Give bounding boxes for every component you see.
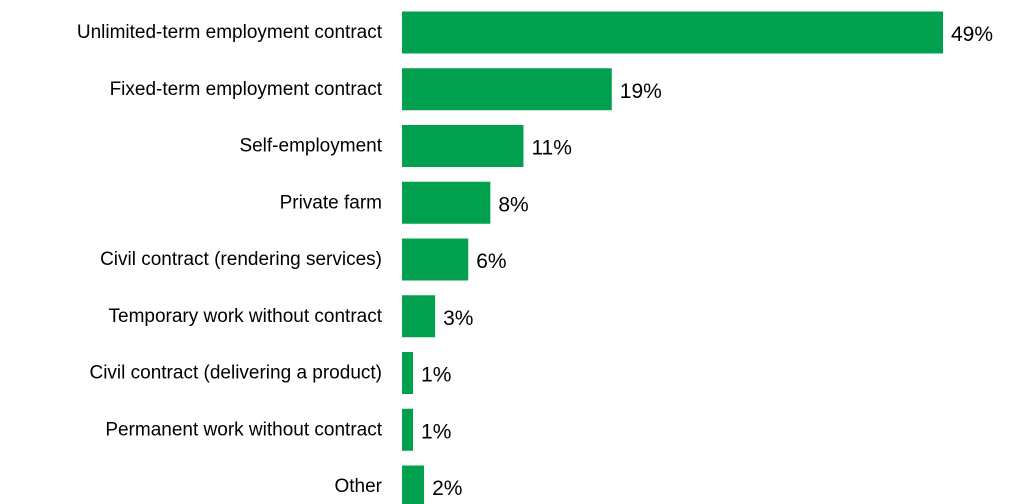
category-labels: Unlimited-term employment contract Fixed-… bbox=[77, 22, 383, 497]
bar bbox=[402, 125, 524, 167]
bar bbox=[402, 68, 612, 111]
bar bbox=[402, 11, 943, 54]
category-label: Other bbox=[334, 476, 382, 497]
category-label: Unlimited-term employment contract bbox=[77, 22, 383, 43]
bar bbox=[402, 352, 414, 394]
category-label: Civil contract (rendering services) bbox=[100, 249, 382, 270]
category-label: Temporary work without contract bbox=[109, 306, 383, 327]
category-label: Civil contract (delivering a product) bbox=[89, 363, 382, 384]
bar bbox=[402, 465, 425, 504]
value-label: 1% bbox=[421, 420, 451, 443]
value-label: 8% bbox=[498, 193, 528, 216]
bars bbox=[402, 11, 943, 504]
value-labels: 49% 19% 11% 8% 6% 3% 1% 1% 2% bbox=[421, 23, 993, 500]
value-label: 3% bbox=[443, 307, 473, 330]
value-label: 6% bbox=[476, 250, 506, 273]
value-label: 19% bbox=[620, 80, 662, 103]
bar bbox=[402, 238, 469, 281]
bar bbox=[402, 181, 491, 224]
category-label: Private farm bbox=[280, 192, 382, 213]
value-label: 2% bbox=[432, 477, 462, 500]
category-label: Fixed-term employment contract bbox=[110, 79, 383, 100]
category-label: Permanent work without contract bbox=[105, 419, 382, 440]
category-label: Self-employment bbox=[239, 136, 382, 157]
bar bbox=[402, 408, 414, 451]
bar bbox=[402, 295, 436, 338]
value-label: 49% bbox=[951, 23, 993, 46]
value-label: 1% bbox=[421, 364, 451, 387]
value-label: 11% bbox=[531, 137, 571, 160]
